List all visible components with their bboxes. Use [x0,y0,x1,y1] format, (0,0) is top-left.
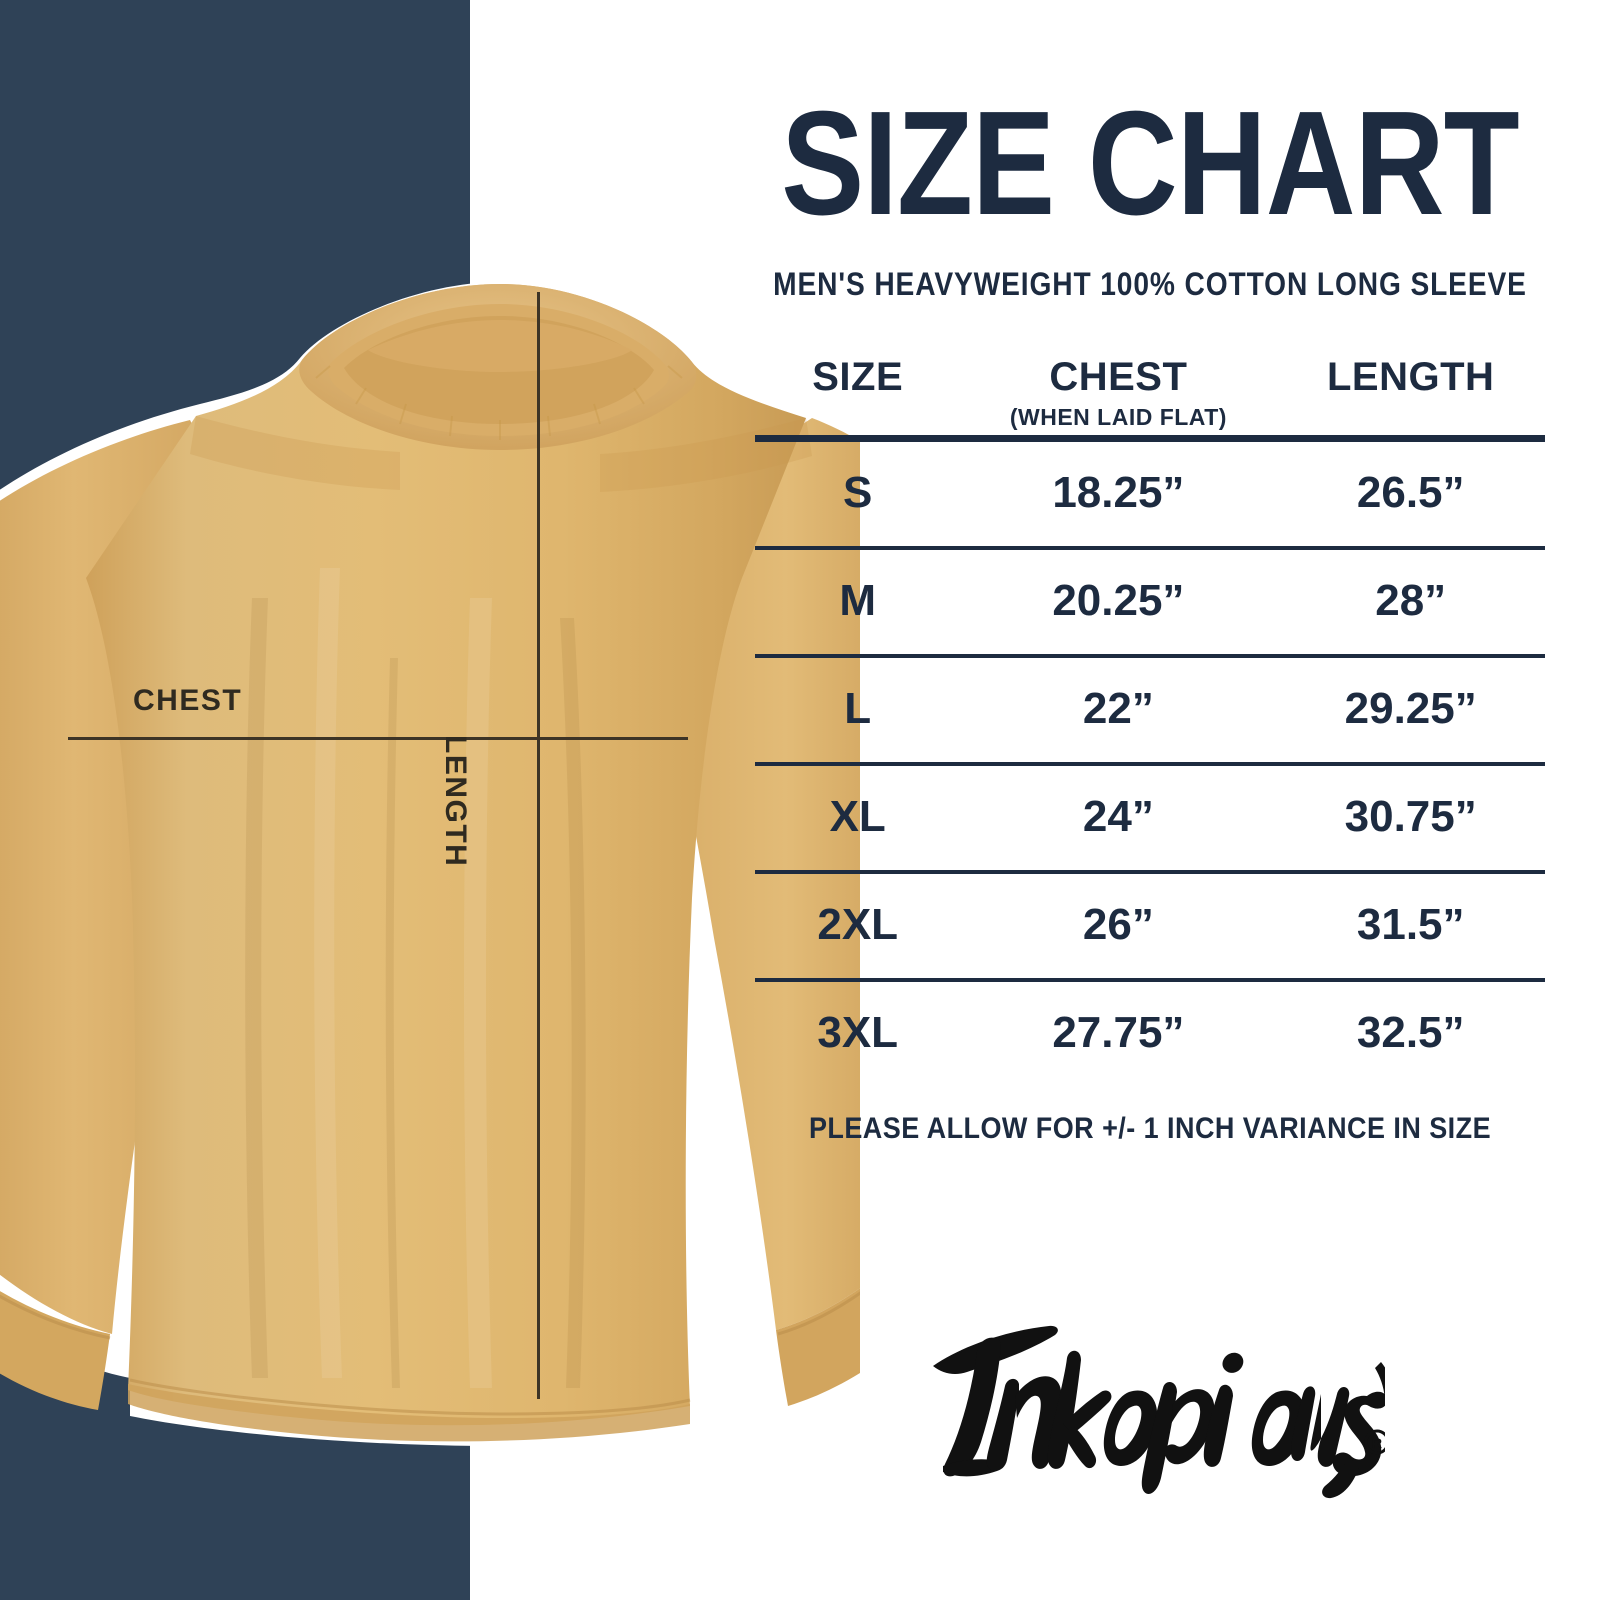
table-row: XL 24” 30.75” [755,764,1545,875]
size-cell: M [755,548,961,659]
table-row: L 22” 29.25” [755,656,1545,767]
table-header-row: SIZE CHEST (WHEN LAID FLAT) LENGTH [755,355,1545,439]
size-chart-table: SIZE CHEST (WHEN LAID FLAT) LENGTH S 18.2… [755,355,1545,1086]
chest-cell: 22” [960,656,1277,767]
length-cell: 32.5” [1356,1008,1465,1058]
chest-cell: 18.25” [960,438,1277,551]
column-header-size: SIZE [755,355,960,439]
size-cell: S [755,438,961,551]
inkopious-wordmark-icon: R [933,1325,1385,1499]
column-header-length: LENGTH [1276,355,1545,439]
column-header-size-label: SIZE [812,355,904,400]
size-cell: L [755,656,961,767]
chest-cell: 26” [960,872,1277,983]
size-cell: 2XL [755,872,961,983]
page-subtitle: MEN'S HEAVYWEIGHT 100% COTTON LONG SLEEV… [773,266,1527,303]
table-row: 2XL 26” 31.5” [755,872,1545,983]
length-cell: 30.75” [1276,764,1545,875]
table-row: 3XL 27.75” 32.5” [755,980,1545,1086]
size-cell: XL [755,764,961,875]
svg-text:R: R [1372,1435,1382,1451]
length-cell: 31.5” [1276,872,1545,983]
size-cell: 3XL [817,1008,899,1058]
column-header-chest: CHEST (WHEN LAID FLAT) [960,355,1276,439]
table-body: S 18.25” 26.5” M 20.25” 28” L 22” 29.25” XL 24” 30.… [755,438,1545,1087]
product-shirt-image [0,238,860,1453]
brand-logo: R [700,1300,1600,1500]
page-title: SIZE CHART [781,81,1519,246]
column-header-chest-note: (WHEN LAID FLAT) [1009,404,1227,431]
chart-content-column: SIZE CHART MEN'S HEAVYWEIGHT 100% COTTON… [700,0,1600,1600]
length-cell: 28” [1276,548,1545,659]
table-row: M 20.25” 28” [755,548,1545,659]
chest-cell: 20.25” [960,548,1277,659]
column-header-length-label: LENGTH [1326,355,1495,400]
length-cell: 29.25” [1276,656,1545,767]
variance-note: PLEASE ALLOW FOR +/- 1 INCH VARIANCE IN … [808,1112,1492,1146]
column-header-chest-label: CHEST [1049,355,1188,400]
chest-cell: 27.75” [1052,1008,1185,1058]
table-head: SIZE CHEST (WHEN LAID FLAT) LENGTH [755,355,1545,439]
length-cell: 26.5” [1276,438,1545,551]
table-row: S 18.25” 26.5” [755,438,1545,551]
chest-cell: 24” [960,764,1277,875]
